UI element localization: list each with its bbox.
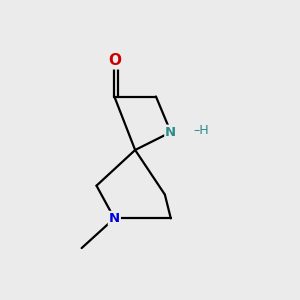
Text: N: N xyxy=(109,212,120,225)
Text: N: N xyxy=(165,126,176,139)
Text: O: O xyxy=(108,53,121,68)
Text: –H: –H xyxy=(193,124,209,137)
